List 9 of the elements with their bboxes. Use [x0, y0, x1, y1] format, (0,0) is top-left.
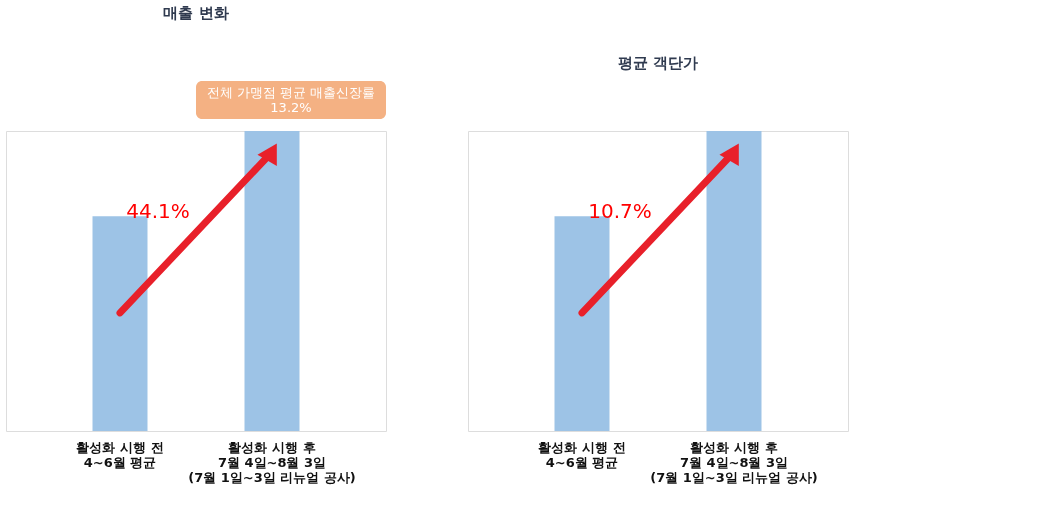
- x-tick-label: 활성화 시행 후 7월 4일~8월 3일 (7월 1일~3일 리뉴얼 공사): [650, 439, 818, 485]
- chart-title: 평균 객단가: [617, 54, 699, 72]
- text: 전체 가맹점 평균 매출신장률 13.2%: [206, 85, 376, 115]
- chart-title: 매출 변화: [163, 4, 229, 22]
- annotation: 44.1%: [126, 199, 190, 223]
- annotation: 10.7%: [588, 199, 652, 223]
- x-tick-label: 활성화 시행 전 4~6월 평균: [76, 439, 164, 470]
- x-tick-label: 활성화 시행 후 7월 4일~8월 3일 (7월 1일~3일 리뉴얼 공사): [188, 439, 356, 485]
- x-tick-label: 활성화 시행 전 4~6월 평균: [538, 439, 626, 470]
